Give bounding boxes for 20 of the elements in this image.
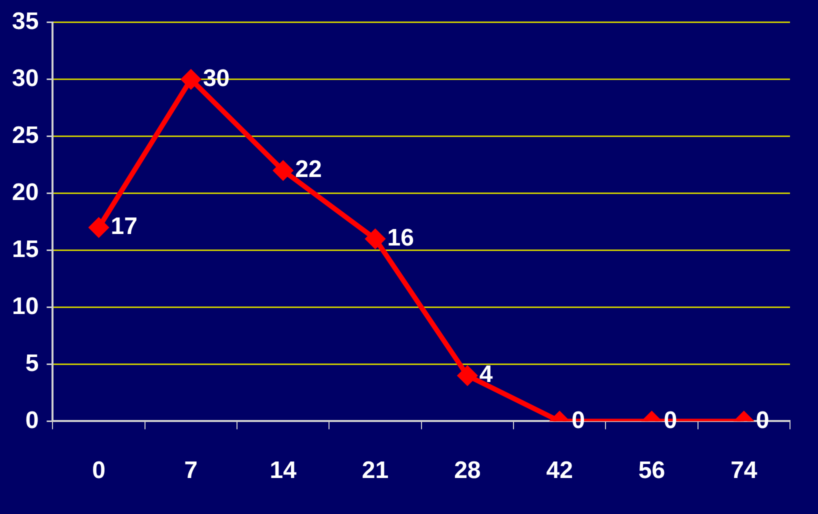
y-tick-label: 5	[25, 350, 39, 377]
x-tick-label: 7	[184, 457, 198, 484]
x-tick-label: 21	[362, 457, 389, 484]
y-tick-label: 25	[12, 122, 39, 149]
x-tick-label: 28	[454, 457, 481, 484]
x-tick-label: 74	[730, 457, 758, 484]
x-tick-label: 42	[546, 457, 573, 484]
x-tick-label: 0	[92, 457, 106, 484]
data-label: 22	[295, 156, 322, 184]
y-tick-label: 15	[12, 236, 39, 263]
y-tick-label: 35	[12, 8, 39, 36]
y-tick-label: 0	[25, 406, 39, 434]
data-label: 4	[479, 361, 494, 388]
y-tick-label: 30	[12, 64, 39, 92]
y-tick-label: 20	[12, 178, 39, 206]
y-tick-label: 10	[12, 292, 39, 320]
data-label: 16	[387, 224, 414, 252]
x-tick-label: 56	[638, 457, 666, 484]
x-tick-label: 14	[270, 457, 298, 484]
data-label: 17	[110, 213, 138, 240]
